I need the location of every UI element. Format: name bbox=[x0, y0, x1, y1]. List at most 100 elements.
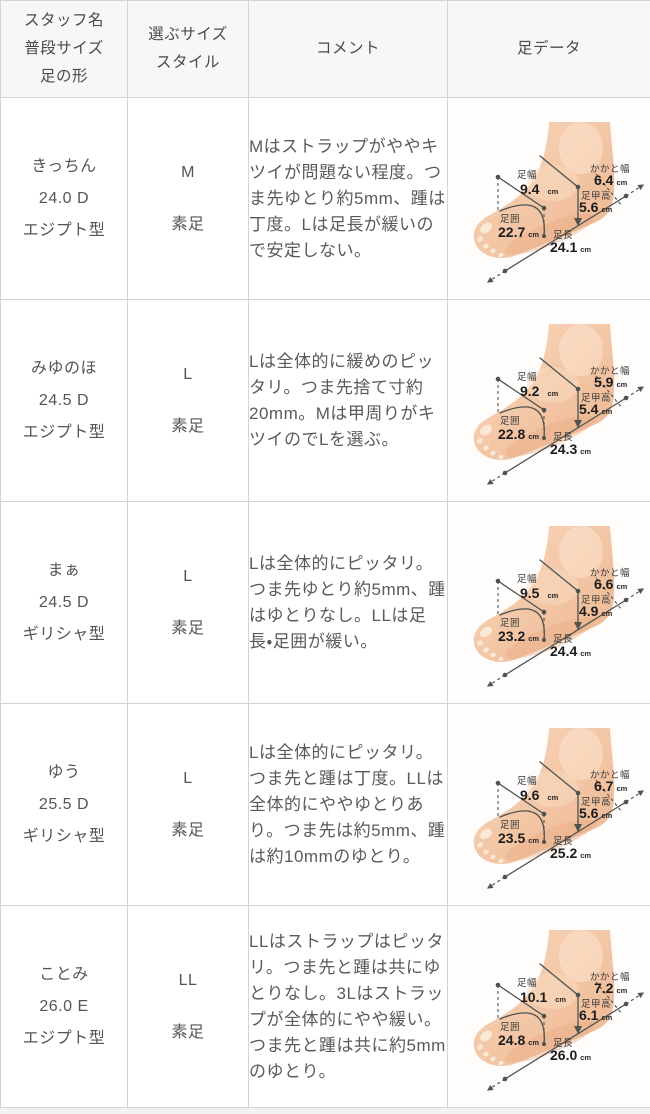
toe-nail bbox=[476, 438, 484, 444]
foot-data-cell: 足幅 10.1 cm かかと幅 7.2 cm 足甲高 6.1 cm 足囲 24.8 cm… bbox=[447, 905, 650, 1108]
instep-height-value: 5.6 bbox=[579, 805, 599, 821]
svg-text:5.9cm: 5.9 cm bbox=[594, 374, 628, 390]
foot-girth-label: 足囲 bbox=[500, 416, 520, 427]
toe-nail bbox=[476, 842, 484, 848]
table-row: きっちん 24.0 D エジプト型 M 素足 Mはストラップがややキツイが問題な… bbox=[0, 97, 650, 300]
heel-width-value: 6.7 bbox=[594, 778, 614, 794]
chosen-size: L bbox=[183, 769, 193, 787]
heel-width-label: かかと幅 bbox=[590, 971, 630, 983]
fit-style: 素足 bbox=[171, 417, 205, 435]
ankle-highlight bbox=[559, 324, 603, 376]
foot-width-label: 足幅 bbox=[517, 169, 537, 181]
instep-height-label: 足甲高 bbox=[581, 190, 611, 202]
toe-nail bbox=[476, 1044, 484, 1050]
heel-width-value: 5.9 bbox=[594, 374, 614, 390]
staff-cell: きっちん 24.0 D エジプト型 bbox=[0, 97, 128, 300]
chosen-size: L bbox=[183, 365, 193, 383]
comment-text: Lは全体的にピッタリ。つま先ゆとり約5mm、踵はゆとりなし。LLは足長・足囲が緩… bbox=[249, 553, 446, 651]
comment-text: Lは全体的に緩めのピッタリ。つま先捨て寸約20mm。Mは甲周りがキツイのでLを選… bbox=[249, 351, 436, 449]
foot-data-cell: 足幅 9.5 cm かかと幅 6.6 cm 足甲高 4.9 cm 足囲 23.2 cm … bbox=[447, 501, 650, 704]
foot-length-label: 足長 bbox=[553, 1038, 573, 1049]
svg-text:6.7cm: 6.7 cm bbox=[594, 778, 628, 794]
header-comment: コメント bbox=[248, 0, 448, 98]
foot-illustration bbox=[473, 930, 615, 1066]
sole-shading bbox=[505, 415, 595, 457]
foot-diagram: 足幅 10.1 cm かかと幅 7.2 cm 足甲高 6.1 cm 足囲 24.8 cm… bbox=[448, 906, 650, 1107]
heel-width-unit: cm bbox=[616, 380, 627, 389]
heel-width-unit: cm bbox=[616, 178, 627, 187]
svg-text:5.4cm: 5.4 cm bbox=[579, 401, 613, 417]
chosen-size-cell: M 素足 bbox=[127, 97, 249, 300]
chosen-size-cell: LL 素足 bbox=[127, 905, 249, 1108]
chosen-size-cell: L 素足 bbox=[127, 299, 249, 502]
foot-length-unit: cm bbox=[580, 447, 591, 456]
foot-girth-value: 23.5 bbox=[498, 830, 525, 846]
foot-illustration bbox=[473, 122, 615, 258]
foot-length-unit: cm bbox=[580, 649, 591, 658]
instep-height-value: 6.1 bbox=[579, 1007, 599, 1023]
foot-length-label: 足長 bbox=[553, 230, 573, 241]
comment-cell: Lは全体的に緩めのピッタリ。つま先捨て寸約20mm。Mは甲周りがキツイのでLを選… bbox=[248, 299, 448, 502]
foot-girth-value: 24.8 bbox=[498, 1032, 525, 1048]
foot-illustration bbox=[473, 526, 615, 662]
heel-width-label: かかと幅 bbox=[590, 163, 630, 175]
measurement-labels: 足幅 9.6 cm かかと幅 6.7 cm 足甲高 5.6 cm 足囲 23.5 cm … bbox=[498, 769, 630, 861]
instep-height-value: 4.9 bbox=[579, 603, 599, 619]
comment-cell: LLはストラップはピッタリ。つま先と踵は共にゆとりなし。3Lはストラップが全体的… bbox=[248, 905, 448, 1108]
instep-height-unit: cm bbox=[601, 205, 612, 214]
foot-girth-label: 足囲 bbox=[500, 618, 520, 629]
foot-girth-label: 足囲 bbox=[500, 214, 520, 225]
foot-length-value: 24.1 bbox=[550, 239, 577, 255]
toe-nail bbox=[498, 656, 504, 662]
comment-text: Mはストラップがややキツイが問題ない程度。つま先ゆとり約5mm、踵は丁度。Lは足… bbox=[249, 136, 446, 260]
instep-height-unit: cm bbox=[601, 811, 612, 820]
toe-nail bbox=[490, 1056, 496, 1062]
staff-cell: みゆのほ 24.5 D エジプト型 bbox=[0, 299, 128, 502]
chosen-size: M bbox=[181, 163, 195, 181]
svg-text:24.4cm: 24.4 cm bbox=[550, 643, 591, 659]
sole-shading bbox=[505, 617, 595, 659]
staff-cell: ゆう 25.5 D ギリシャ型 bbox=[0, 703, 128, 906]
measurement-labels: 足幅 9.2 cm かかと幅 5.9 cm 足甲高 5.4 cm 足囲 22.8 cm … bbox=[498, 365, 630, 457]
big-toe-nail bbox=[480, 626, 492, 638]
instep-highlight bbox=[527, 165, 579, 201]
staff-foot-shape: ギリシャ型 bbox=[22, 827, 106, 845]
table-row: みゆのほ 24.5 D エジプト型 L 素足 Lは全体的に緩めのピッタリ。つま先… bbox=[0, 299, 650, 502]
chosen-size-cell: L 素足 bbox=[127, 703, 249, 906]
foot-width-value: 9.6 bbox=[520, 787, 540, 803]
big-toe-nail bbox=[480, 222, 492, 234]
toe-nail bbox=[498, 1060, 504, 1066]
toe-nail bbox=[483, 243, 489, 249]
foot-length-value: 25.2 bbox=[550, 845, 577, 861]
foot-width-unit: cm bbox=[547, 591, 558, 600]
toe-nail bbox=[476, 236, 484, 242]
instep-highlight bbox=[527, 771, 579, 807]
staff-name: みゆのほ bbox=[30, 359, 97, 377]
big-toe-nail bbox=[480, 1030, 492, 1042]
header-foot-data: 足データ bbox=[447, 0, 650, 98]
sole-shading bbox=[505, 819, 595, 861]
foot-width-value: 9.2 bbox=[520, 383, 540, 399]
chosen-size-cell: L 素足 bbox=[127, 501, 249, 704]
staff-usual-size: 24.5 D bbox=[38, 391, 90, 409]
header-staff: スタッフ名 普段サイズ 足の形 bbox=[0, 0, 128, 98]
foot-diagram: 足幅 9.4 cm かかと幅 6.4 cm 足甲高 5.6 cm 足囲 22.7 cm … bbox=[448, 98, 650, 299]
foot-girth-label: 足囲 bbox=[500, 820, 520, 831]
svg-text:6.1cm: 6.1 cm bbox=[579, 1007, 613, 1023]
foot-girth-value: 23.2 bbox=[498, 628, 525, 644]
foot-illustration bbox=[473, 324, 615, 460]
foot-length-value: 24.4 bbox=[550, 643, 577, 659]
heel-width-label: かかと幅 bbox=[590, 365, 630, 377]
table-row: まぁ 24.5 D ギリシャ型 L 素足 Lは全体的にピッタリ。つま先ゆとり約5… bbox=[0, 501, 650, 704]
fit-style: 素足 bbox=[171, 1023, 205, 1041]
foot-width-value: 10.1 bbox=[520, 989, 547, 1005]
measurement-labels: 足幅 9.4 cm かかと幅 6.4 cm 足甲高 5.6 cm 足囲 22.7 cm … bbox=[498, 163, 630, 255]
foot-diagram: 足幅 9.2 cm かかと幅 5.9 cm 足甲高 5.4 cm 足囲 22.8 cm … bbox=[448, 300, 650, 501]
instep-highlight bbox=[527, 569, 579, 605]
staff-usual-size: 24.0 D bbox=[38, 189, 90, 207]
header-size: 選ぶサイズ スタイル bbox=[127, 0, 249, 98]
toe-nail bbox=[490, 652, 496, 658]
ankle-highlight bbox=[559, 122, 603, 174]
heel-width-value: 6.6 bbox=[594, 576, 614, 592]
comment-cell: Lは全体的にピッタリ。つま先と踵は丁度。LLは全体的にややゆとりあり。つま先は約… bbox=[248, 703, 448, 906]
